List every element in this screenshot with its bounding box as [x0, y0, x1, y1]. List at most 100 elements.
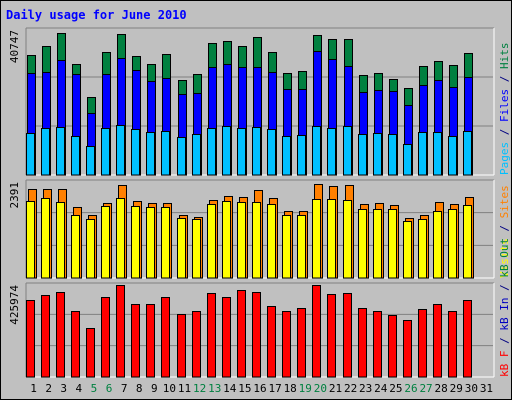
bar-kb-f-day-2 — [41, 295, 50, 378]
bar-visits-day-11 — [177, 218, 186, 279]
chart-title: Daily usage for June 2010 — [6, 8, 187, 22]
x-tick-label-day-8: 8 — [136, 382, 143, 395]
panel-1: 40747 Pages / Files / Hits — [8, 27, 511, 176]
x-tick-label-day-27: 27 — [419, 382, 432, 395]
bar-pages-day-9 — [146, 132, 155, 176]
bar-pages-day-17 — [267, 129, 276, 176]
bar-kb-f-day-17 — [267, 306, 276, 378]
panel-3: 425974 kB F / kB In / kB Out — [8, 238, 511, 378]
legend-item: kB In — [498, 298, 511, 331]
bar-visits-day-6 — [101, 206, 110, 279]
bar-kb-f-day-19 — [297, 308, 306, 378]
bar-pages-day-8 — [131, 129, 140, 176]
bar-kb-f-day-5 — [86, 328, 95, 378]
bar-kb-f-day-9 — [146, 304, 155, 378]
bar-kb-f-day-4 — [71, 311, 80, 378]
bar-pages-day-12 — [192, 134, 201, 176]
bar-kb-f-day-18 — [282, 311, 291, 378]
x-tick-label-day-26: 26 — [404, 382, 417, 395]
bar-pages-day-14 — [222, 126, 231, 176]
series-legend: Visits / Sites — [498, 185, 511, 278]
bar-pages-day-27 — [418, 132, 427, 176]
bar-kb-f-day-26 — [403, 320, 412, 378]
bar-visits-day-20 — [312, 199, 321, 279]
legend-item: kB F — [498, 351, 511, 378]
bar-visits-day-9 — [146, 207, 155, 279]
bar-visits-day-12 — [192, 219, 201, 279]
bar-kb-f-day-11 — [177, 314, 186, 378]
legend-item: kB Out — [498, 238, 511, 278]
bar-visits-day-28 — [433, 211, 442, 279]
bar-visits-day-15 — [237, 202, 246, 279]
bar-visits-day-8 — [131, 206, 140, 279]
bar-visits-day-19 — [297, 215, 306, 279]
legend-item: / — [498, 218, 511, 238]
legend-item: / — [498, 69, 511, 89]
bar-pages-day-24 — [373, 133, 382, 176]
bar-pages-day-19 — [297, 135, 306, 176]
bar-pages-day-25 — [388, 134, 397, 176]
panel-2: 2391 Visits / Sites — [8, 179, 511, 279]
x-tick-label-day-25: 25 — [389, 382, 402, 395]
bar-visits-day-14 — [222, 201, 231, 279]
bar-pages-day-5 — [86, 146, 95, 176]
legend-item: Hits — [498, 43, 511, 70]
bar-visits-day-24 — [373, 209, 382, 279]
x-tick-label-day-12: 12 — [193, 382, 206, 395]
x-tick-label-day-31: 31 — [480, 382, 493, 395]
bar-kb-f-day-27 — [418, 309, 427, 378]
bar-pages-day-7 — [116, 125, 125, 176]
legend-item: Sites — [498, 185, 511, 218]
legend-item: / — [498, 331, 511, 351]
legend-item: Files — [498, 89, 511, 122]
series-legend: kB F / kB In / kB Out — [498, 238, 511, 377]
bar-kb-f-day-7 — [116, 285, 125, 378]
bar-kb-f-day-3 — [56, 292, 65, 378]
bar-visits-day-2 — [41, 198, 50, 279]
x-tick-label-day-15: 15 — [238, 382, 251, 395]
bar-kb-f-day-22 — [343, 293, 352, 378]
bar-visits-day-10 — [161, 207, 170, 279]
x-axis-day-labels: 1 2 3 4 5 6 7 8 9 10 11 12 13 14 15 16 17 18 19 20 21 22 23 24 2… — [30, 382, 493, 395]
bar-pages-day-16 — [252, 127, 261, 176]
bar-visits-day-17 — [267, 204, 276, 279]
x-tick-label-day-6: 6 — [106, 382, 113, 395]
bar-kb-f-day-15 — [237, 290, 246, 378]
bar-visits-day-21 — [327, 199, 336, 279]
bar-visits-day-29 — [448, 209, 457, 279]
x-tick-label-day-18: 18 — [284, 382, 297, 395]
bar-kb-f-day-13 — [207, 293, 216, 378]
legend-item: Pages — [498, 142, 511, 175]
x-tick-label-day-28: 28 — [435, 382, 448, 395]
bar-pages-day-6 — [101, 128, 110, 176]
bar-pages-day-10 — [161, 131, 170, 176]
bar-visits-day-25 — [388, 209, 397, 279]
x-tick-label-day-23: 23 — [359, 382, 372, 395]
bar-visits-day-5 — [86, 219, 95, 279]
y-max-label: 425974 — [8, 285, 21, 325]
bar-pages-day-11 — [177, 137, 186, 176]
x-tick-label-day-21: 21 — [329, 382, 342, 395]
bar-kb-f-day-28 — [433, 304, 442, 378]
bar-pages-day-26 — [403, 144, 412, 176]
bar-pages-day-2 — [41, 128, 50, 176]
bar-visits-day-7 — [116, 198, 125, 279]
bar-kb-f-day-12 — [192, 311, 201, 378]
x-tick-label-day-5: 5 — [91, 382, 98, 395]
x-tick-label-day-1: 1 — [30, 382, 37, 395]
bar-visits-day-18 — [282, 215, 291, 279]
chart-panels: 40747 Pages / Files / Hits 2391 Visits / Si… — [8, 27, 511, 378]
x-tick-label-day-7: 7 — [121, 382, 128, 395]
x-tick-label-day-4: 4 — [76, 382, 83, 395]
bar-visits-day-22 — [343, 200, 352, 279]
x-tick-label-day-9: 9 — [151, 382, 158, 395]
bar-visits-day-4 — [71, 215, 80, 279]
bar-pages-day-3 — [56, 127, 65, 176]
x-tick-label-day-10: 10 — [163, 382, 176, 395]
x-tick-label-day-13: 13 — [208, 382, 221, 395]
bar-visits-day-26 — [403, 221, 412, 279]
x-tick-label-day-22: 22 — [344, 382, 357, 395]
bar-kb-f-day-14 — [222, 297, 231, 378]
